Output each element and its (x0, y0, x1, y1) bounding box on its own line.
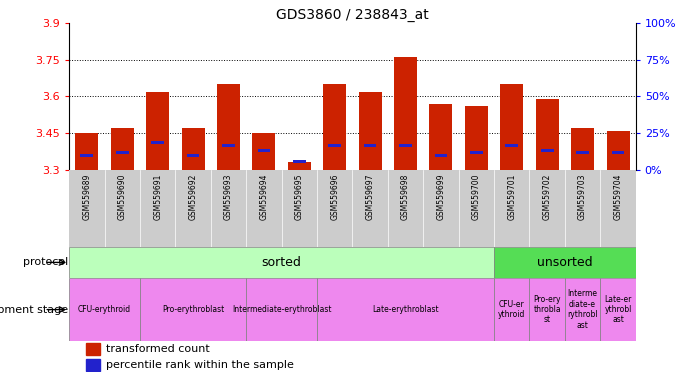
Text: percentile rank within the sample: percentile rank within the sample (106, 360, 294, 370)
Bar (465, 106, 488, 170)
Bar (494, 247, 654, 278)
Bar (323, 84, 346, 170)
Text: GSM559690: GSM559690 (117, 174, 126, 220)
Bar (75, 133, 98, 170)
Bar (140, 278, 246, 341)
Bar (86, 343, 100, 355)
Bar (69, 278, 140, 341)
Text: sorted: sorted (262, 256, 301, 269)
Text: Pro-ery
throbla
st: Pro-ery throbla st (533, 295, 561, 324)
Bar (600, 278, 636, 341)
Text: GSM559699: GSM559699 (437, 174, 446, 220)
Text: transformed count: transformed count (106, 344, 209, 354)
Text: CFU-erythroid: CFU-erythroid (78, 305, 131, 314)
Bar (607, 131, 630, 170)
Bar (363, 144, 377, 147)
Bar (111, 128, 134, 170)
Bar (576, 151, 589, 154)
Text: Late-erythroblast: Late-erythroblast (372, 305, 439, 314)
Text: Interme
diate-e
rythrobl
ast: Interme diate-e rythrobl ast (567, 290, 598, 330)
Text: GSM559691: GSM559691 (153, 174, 162, 220)
Text: GSM559703: GSM559703 (578, 174, 587, 220)
Text: GSM559693: GSM559693 (224, 174, 233, 220)
Bar (317, 278, 494, 341)
Bar (571, 128, 594, 170)
Text: development stage: development stage (0, 305, 68, 314)
Bar (293, 160, 305, 163)
Bar (359, 91, 381, 170)
Bar (86, 359, 100, 371)
Bar (287, 162, 311, 170)
Text: GSM559704: GSM559704 (614, 174, 623, 220)
Text: GSM559689: GSM559689 (82, 174, 91, 220)
Text: Pro-erythroblast: Pro-erythroblast (162, 305, 224, 314)
Bar (394, 57, 417, 170)
Bar (435, 154, 447, 157)
Bar (252, 133, 276, 170)
Bar (500, 84, 523, 170)
Bar (182, 128, 205, 170)
Text: GSM559692: GSM559692 (189, 174, 198, 220)
Bar (536, 99, 559, 170)
Bar (80, 154, 93, 157)
Bar (328, 144, 341, 147)
Bar (258, 149, 270, 152)
Bar (565, 278, 600, 341)
Text: GSM559701: GSM559701 (507, 174, 516, 220)
Bar (399, 144, 412, 147)
Text: Intermediate-erythroblast: Intermediate-erythroblast (232, 305, 331, 314)
Text: GSM559697: GSM559697 (366, 174, 375, 220)
Bar (612, 151, 625, 154)
Title: GDS3860 / 238843_at: GDS3860 / 238843_at (276, 8, 429, 22)
Text: GSM559702: GSM559702 (542, 174, 551, 220)
Bar (69, 247, 494, 278)
Text: GSM559698: GSM559698 (401, 174, 410, 220)
Bar (217, 84, 240, 170)
Text: GSM559695: GSM559695 (295, 174, 304, 220)
Bar (151, 141, 164, 144)
Text: protocol: protocol (23, 257, 68, 267)
Text: GSM559696: GSM559696 (330, 174, 339, 220)
Bar (505, 144, 518, 147)
Text: unsorted: unsorted (537, 256, 593, 269)
Text: CFU-er
ythroid: CFU-er ythroid (498, 300, 525, 319)
Bar (246, 278, 317, 341)
Bar (541, 149, 553, 152)
Bar (146, 91, 169, 170)
Bar (529, 278, 565, 341)
Text: Late-er
ythrobl
ast: Late-er ythrobl ast (605, 295, 632, 324)
Bar (222, 144, 235, 147)
Bar (116, 151, 129, 154)
Bar (494, 278, 529, 341)
Text: GSM559700: GSM559700 (472, 174, 481, 220)
Bar (470, 151, 483, 154)
Text: GSM559694: GSM559694 (259, 174, 268, 220)
Bar (429, 104, 453, 170)
Bar (187, 154, 200, 157)
